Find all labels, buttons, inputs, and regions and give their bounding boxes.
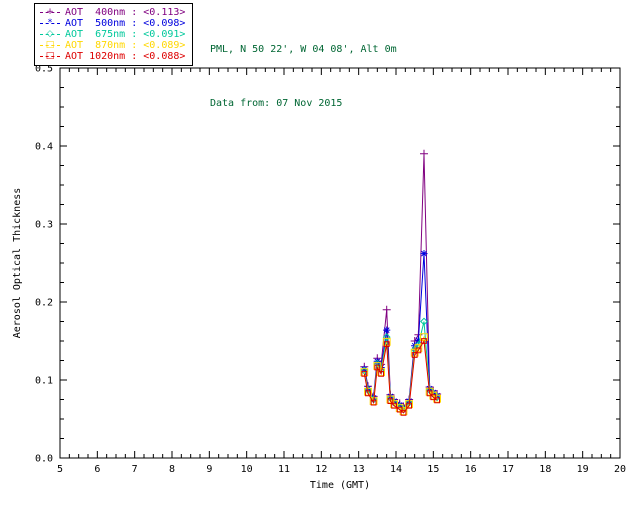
svg-text:5: 5 [57, 464, 63, 475]
legend-label: AOT 400nm : <0.113> [65, 7, 186, 18]
svg-text:8: 8 [169, 464, 175, 475]
legend-line-sample: □ [40, 41, 60, 50]
legend-entry-1020nm: □ AOT 1020nm : <0.088> [40, 51, 185, 62]
diamond-marker-icon: ◇ [46, 29, 54, 40]
legend-line-sample: □ [40, 52, 60, 61]
svg-text:0.3: 0.3 [35, 220, 53, 231]
svg-text:14: 14 [390, 464, 402, 475]
svg-text:9: 9 [206, 464, 212, 475]
square-marker-icon: □ [45, 40, 55, 51]
legend-entry-400nm: + AOT 400nm : <0.113> [40, 7, 185, 18]
legend-entry-500nm: * AOT 500nm : <0.098> [40, 18, 185, 29]
data-date: Data from: 07 Nov 2015 [210, 98, 343, 109]
legend-label: AOT 675nm : <0.091> [65, 29, 186, 40]
legend-line-sample: + [40, 8, 60, 17]
asterisk-marker-icon: * [47, 18, 53, 29]
legend-label: AOT 870nm : <0.089> [65, 40, 186, 51]
svg-text:7: 7 [132, 464, 138, 475]
square-marker-icon: □ [45, 51, 55, 62]
svg-text:17: 17 [502, 464, 514, 475]
svg-text:19: 19 [577, 464, 589, 475]
svg-text:12: 12 [315, 464, 327, 475]
station-info: PML, N 50 22', W 04 08', Alt 0m Data fro… [210, 5, 397, 149]
svg-text:15: 15 [427, 464, 439, 475]
svg-text:20: 20 [614, 464, 626, 475]
legend-box: + AOT 400nm : <0.113> * AOT 500nm : <0.0… [34, 3, 194, 66]
svg-text:Aerosol Optical Thickness: Aerosol Optical Thickness [12, 188, 23, 339]
legend-label: AOT 500nm : <0.098> [65, 18, 186, 29]
svg-text:0.5: 0.5 [35, 64, 53, 75]
svg-text:13: 13 [353, 464, 365, 475]
legend-entry-675nm: ◇ AOT 675nm : <0.091> [40, 29, 185, 40]
svg-text:18: 18 [539, 464, 551, 475]
svg-text:0.0: 0.0 [35, 454, 53, 465]
plus-marker-icon: + [46, 7, 54, 18]
legend-label: AOT 1020nm : <0.088> [65, 51, 186, 62]
svg-text:10: 10 [241, 464, 253, 475]
svg-text:11: 11 [278, 464, 290, 475]
legend-line-sample: * [40, 19, 60, 28]
svg-text:6: 6 [94, 464, 100, 475]
station-location: PML, N 50 22', W 04 08', Alt 0m [210, 44, 397, 55]
legend-line-sample: ◇ [40, 30, 60, 39]
svg-text:0.4: 0.4 [35, 142, 53, 153]
svg-text:0.2: 0.2 [35, 298, 53, 309]
svg-text:16: 16 [465, 464, 477, 475]
legend-entry-870nm: □ AOT 870nm : <0.089> [40, 40, 185, 51]
svg-text:0.1: 0.1 [35, 376, 53, 387]
svg-text:Time (GMT): Time (GMT) [310, 480, 370, 491]
